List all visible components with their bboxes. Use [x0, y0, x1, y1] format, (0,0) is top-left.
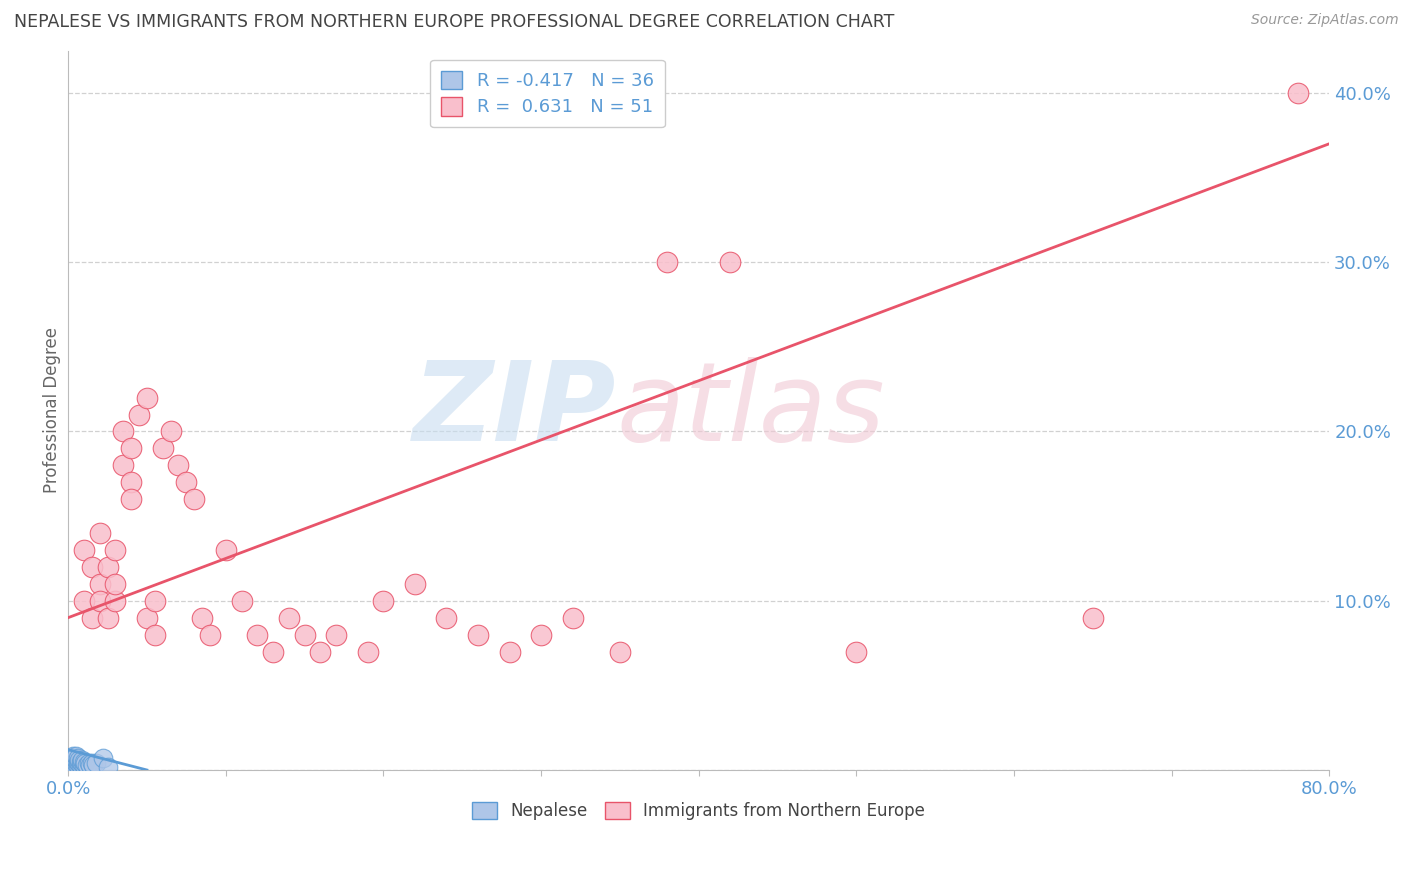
Point — [73, 758, 96, 772]
Point — [63, 751, 86, 765]
Point — [89, 593, 111, 607]
Point — [89, 577, 111, 591]
Point — [72, 753, 94, 767]
Point — [104, 577, 127, 591]
Point — [215, 543, 238, 558]
Point — [62, 749, 84, 764]
Text: atlas: atlas — [617, 357, 886, 464]
Point — [76, 758, 98, 772]
Point — [96, 560, 118, 574]
Point — [198, 627, 221, 641]
Point — [262, 644, 284, 658]
Text: ZIP: ZIP — [413, 357, 617, 464]
Point — [718, 255, 741, 269]
Point — [59, 753, 82, 767]
Point — [246, 627, 269, 641]
Point — [436, 610, 458, 624]
Point — [325, 627, 347, 641]
Point — [63, 758, 86, 772]
Point — [60, 751, 83, 765]
Point — [80, 560, 103, 574]
Point — [135, 610, 157, 624]
Point — [159, 425, 181, 439]
Point — [80, 756, 103, 771]
Point — [59, 756, 82, 771]
Point — [498, 644, 520, 658]
Point — [69, 755, 91, 769]
Point — [73, 755, 96, 769]
Point — [609, 644, 631, 658]
Point — [91, 751, 114, 765]
Point — [62, 753, 84, 767]
Point — [152, 442, 174, 456]
Point — [96, 610, 118, 624]
Point — [82, 758, 104, 772]
Point — [69, 758, 91, 772]
Point — [143, 593, 166, 607]
Point — [176, 475, 198, 490]
Point — [89, 526, 111, 541]
Legend: Nepalese, Immigrants from Northern Europe: Nepalese, Immigrants from Northern Europ… — [465, 795, 932, 826]
Point — [356, 644, 378, 658]
Point — [167, 458, 190, 473]
Point — [66, 751, 89, 765]
Point — [1286, 86, 1309, 100]
Point — [65, 753, 87, 767]
Point — [112, 425, 135, 439]
Point — [62, 759, 84, 773]
Point — [143, 627, 166, 641]
Point — [1081, 610, 1104, 624]
Point — [77, 756, 100, 771]
Point — [135, 391, 157, 405]
Point — [73, 543, 96, 558]
Point — [309, 644, 332, 658]
Point — [530, 627, 553, 641]
Point — [65, 756, 87, 771]
Point — [67, 753, 90, 767]
Point — [128, 408, 150, 422]
Point — [72, 756, 94, 771]
Point — [86, 756, 108, 771]
Point — [104, 543, 127, 558]
Point — [191, 610, 214, 624]
Point — [277, 610, 299, 624]
Point — [120, 492, 142, 507]
Point — [60, 755, 83, 769]
Point — [66, 758, 89, 772]
Point — [404, 577, 426, 591]
Point — [183, 492, 205, 507]
Point — [60, 758, 83, 772]
Point — [73, 593, 96, 607]
Point — [67, 756, 90, 771]
Point — [96, 759, 118, 773]
Text: Source: ZipAtlas.com: Source: ZipAtlas.com — [1251, 13, 1399, 28]
Point — [75, 756, 97, 771]
Point — [294, 627, 316, 641]
Point — [79, 758, 101, 772]
Point — [63, 755, 86, 769]
Point — [120, 442, 142, 456]
Point — [845, 644, 868, 658]
Point — [65, 759, 87, 773]
Point — [120, 475, 142, 490]
Point — [104, 593, 127, 607]
Point — [231, 593, 253, 607]
Point — [80, 610, 103, 624]
Point — [561, 610, 583, 624]
Point — [66, 755, 89, 769]
Point — [467, 627, 489, 641]
Point — [112, 458, 135, 473]
Point — [657, 255, 679, 269]
Point — [373, 593, 395, 607]
Y-axis label: Professional Degree: Professional Degree — [44, 327, 60, 493]
Point — [62, 756, 84, 771]
Text: NEPALESE VS IMMIGRANTS FROM NORTHERN EUROPE PROFESSIONAL DEGREE CORRELATION CHAR: NEPALESE VS IMMIGRANTS FROM NORTHERN EUR… — [14, 13, 894, 31]
Point — [65, 749, 87, 764]
